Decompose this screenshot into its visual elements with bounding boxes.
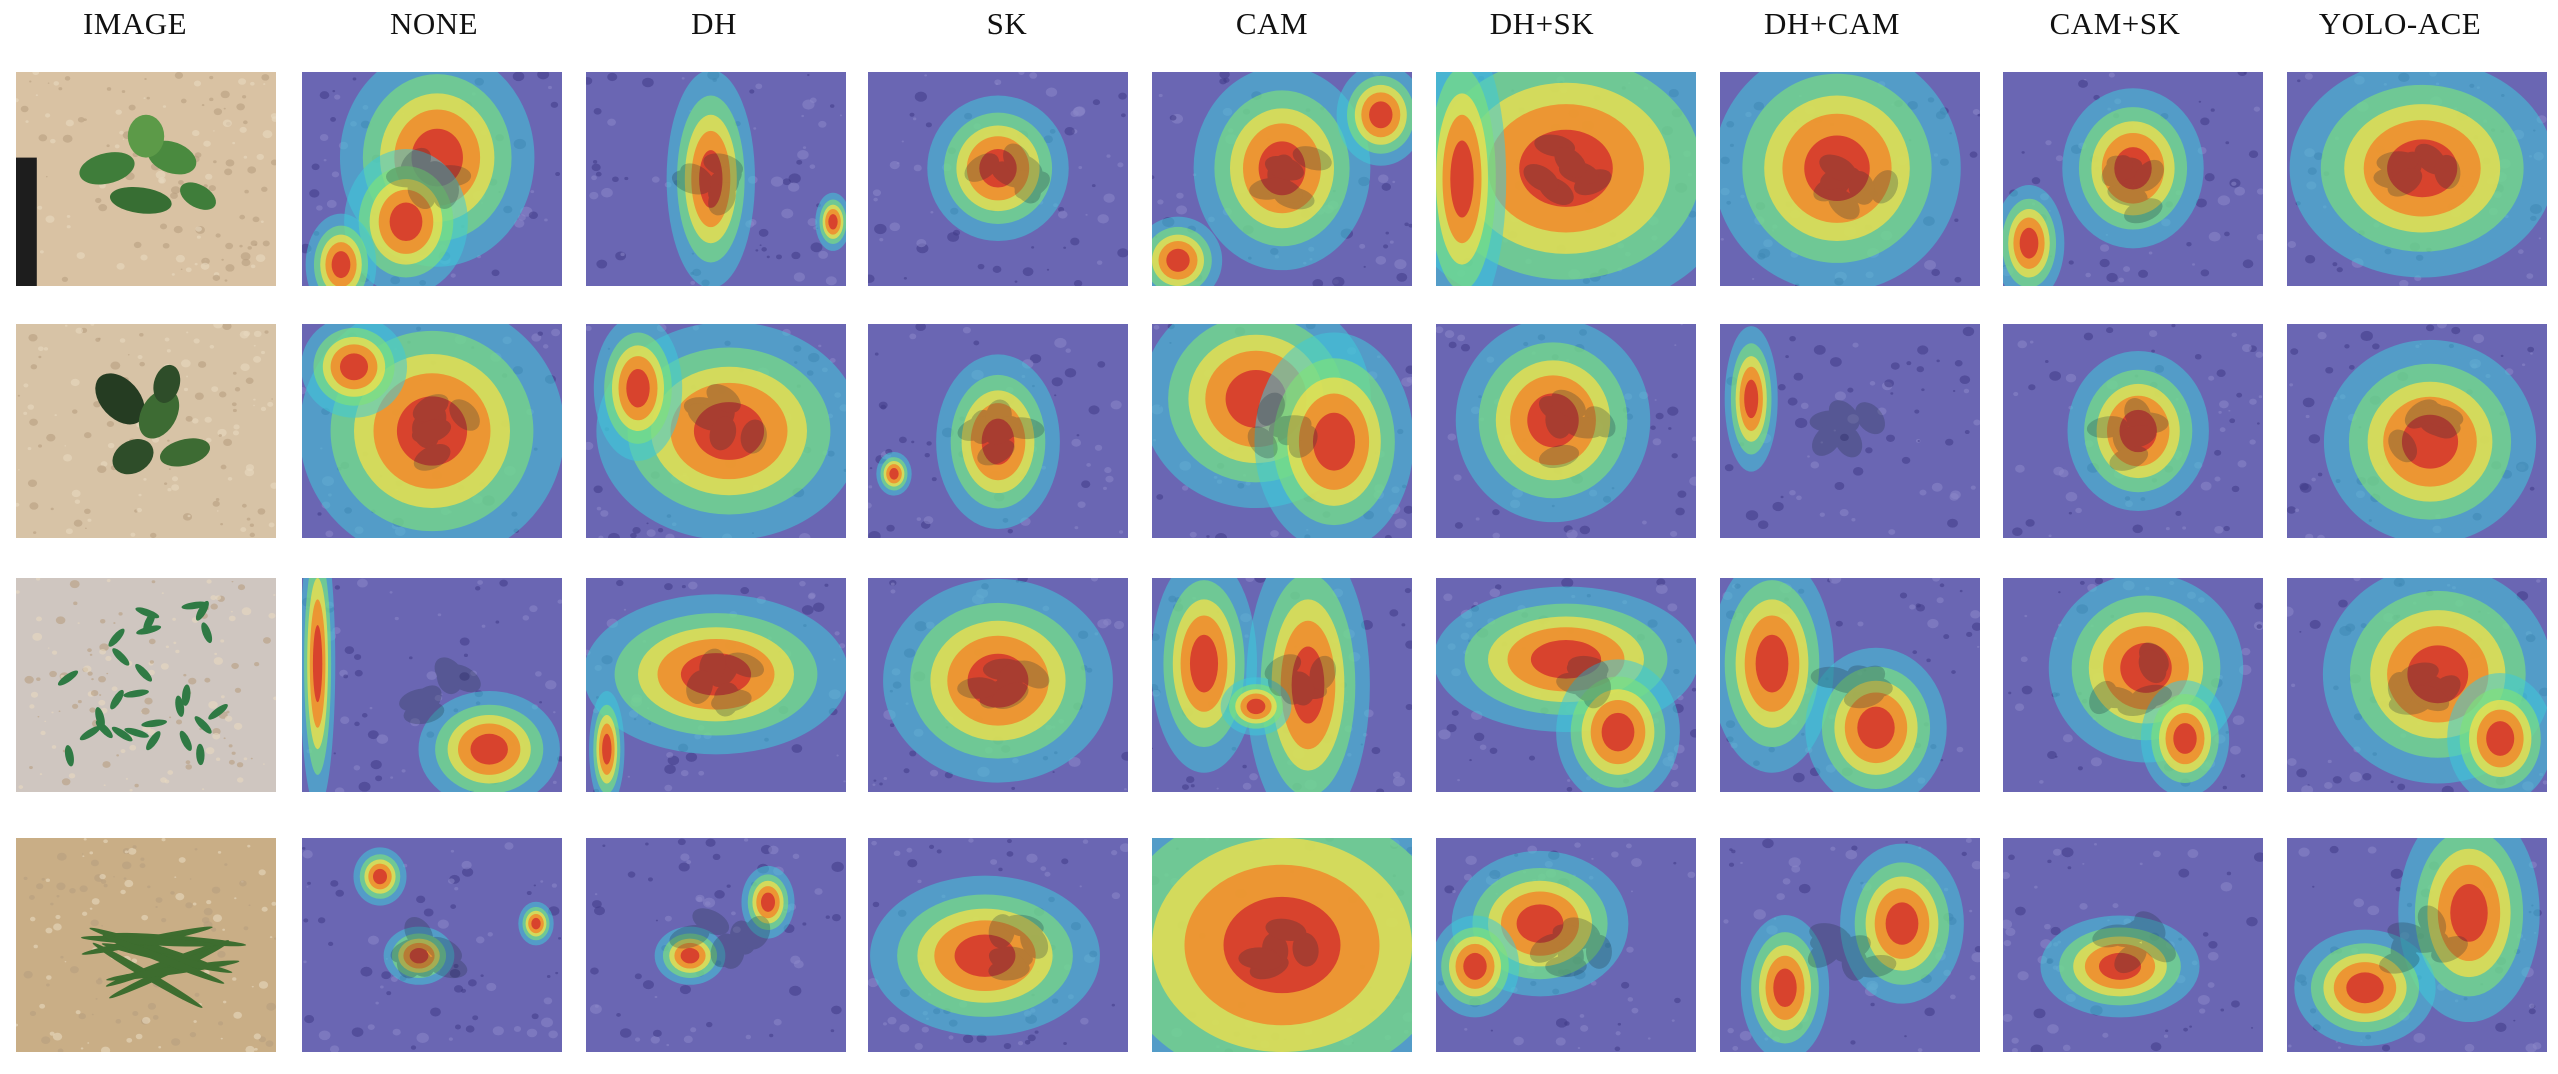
heatmap-dh-cam-row-3 [1720, 578, 1980, 792]
grad-cam-overlay [1152, 72, 1412, 286]
input-image-image-row-2 [16, 324, 276, 538]
column-header-dh: DH [691, 6, 737, 41]
heatmap-dh-cam-row-1 [1720, 72, 1980, 286]
grad-cam-overlay [1436, 838, 1696, 1052]
grad-cam-overlay [1436, 72, 1696, 286]
grad-cam-overlay [302, 324, 562, 538]
grad-cam-overlay [1720, 578, 1980, 792]
column-header-image: IMAGE [82, 6, 188, 41]
heatmap-dh-row-3 [586, 578, 846, 792]
grad-cam-overlay [2003, 324, 2263, 538]
heatmap-cam-row-4 [1152, 838, 1412, 1052]
heatmap-yolo-ace-row-4 [2287, 838, 2547, 1052]
heatmap-cam-sk-row-1 [2003, 72, 2263, 286]
heatmap-cam-row-2 [1152, 324, 1412, 538]
grad-cam-overlay [1436, 324, 1696, 538]
grad-cam-overlay [1152, 578, 1412, 792]
photo [16, 72, 276, 286]
column-header-none: NONE [389, 6, 479, 41]
grad-cam-overlay [1152, 838, 1412, 1052]
grad-cam-overlay [302, 578, 562, 792]
heatmap-sk-row-1 [868, 72, 1128, 286]
heatmap-dh-sk-row-4 [1436, 838, 1696, 1052]
heatmap-dh-sk-row-2 [1436, 324, 1696, 538]
grad-cam-overlay [2003, 578, 2263, 792]
grad-cam-overlay [302, 838, 562, 1052]
grad-cam-overlay [868, 324, 1128, 538]
heatmap-dh-cam-row-4 [1720, 838, 1980, 1052]
heatmap-none-row-3 [302, 578, 562, 792]
grad-cam-overlay [1436, 578, 1696, 792]
heatmap-cam-sk-row-2 [2003, 324, 2263, 538]
grad-cam-overlay [2287, 578, 2547, 792]
grad-cam-overlay [586, 838, 846, 1052]
heatmap-dh-sk-row-3 [1436, 578, 1696, 792]
column-header-dh-sk: DH+SK [1489, 6, 1595, 41]
heatmap-dh-row-1 [586, 72, 846, 286]
grad-cam-overlay [586, 324, 846, 538]
heatmap-cam-sk-row-3 [2003, 578, 2263, 792]
column-header-dh-cam: DH+CAM [1764, 6, 1900, 41]
column-header-sk: SK [986, 6, 1028, 41]
grad-cam-overlay [2287, 838, 2547, 1052]
heatmap-yolo-ace-row-2 [2287, 324, 2547, 538]
heatmap-none-row-2 [302, 324, 562, 538]
heatmap-dh-row-4 [586, 838, 846, 1052]
grad-cam-overlay [586, 578, 846, 792]
column-header-yolo-ace: YOLO-ACE [2318, 6, 2482, 41]
heatmap-none-row-1 [302, 72, 562, 286]
heatmap-sk-row-3 [868, 578, 1128, 792]
photo [16, 578, 276, 792]
grad-cam-overlay [2003, 72, 2263, 286]
heatmap-cam-row-1 [1152, 72, 1412, 286]
grad-cam-overlay [2003, 838, 2263, 1052]
heatmap-none-row-4 [302, 838, 562, 1052]
heatmap-sk-row-4 [868, 838, 1128, 1052]
grad-cam-overlay [1152, 324, 1412, 538]
heatmap-dh-row-2 [586, 324, 846, 538]
heatmap-dh-cam-row-2 [1720, 324, 1980, 538]
grad-cam-overlay [586, 72, 846, 286]
grad-cam-overlay [1720, 72, 1980, 286]
grad-cam-overlay [1720, 838, 1980, 1052]
heatmap-cam-row-3 [1152, 578, 1412, 792]
heatmap-yolo-ace-row-3 [2287, 578, 2547, 792]
grad-cam-overlay [2287, 72, 2547, 286]
heatmap-sk-row-2 [868, 324, 1128, 538]
grad-cam-overlay [1720, 324, 1980, 538]
grad-cam-overlay [868, 838, 1128, 1052]
grad-cam-overlay [2287, 324, 2547, 538]
heatmap-yolo-ace-row-1 [2287, 72, 2547, 286]
grad-cam-overlay [868, 72, 1128, 286]
grad-cam-overlay [302, 72, 562, 286]
heatmap-cam-sk-row-4 [2003, 838, 2263, 1052]
input-image-image-row-3 [16, 578, 276, 792]
input-image-image-row-1 [16, 72, 276, 286]
heatmap-dh-sk-row-1 [1436, 72, 1696, 286]
photo [16, 838, 276, 1052]
input-image-image-row-4 [16, 838, 276, 1052]
column-header-cam-sk: CAM+SK [2049, 6, 2181, 41]
grad-cam-overlay [868, 578, 1128, 792]
photo [16, 324, 276, 538]
column-header-cam: CAM [1235, 6, 1309, 41]
